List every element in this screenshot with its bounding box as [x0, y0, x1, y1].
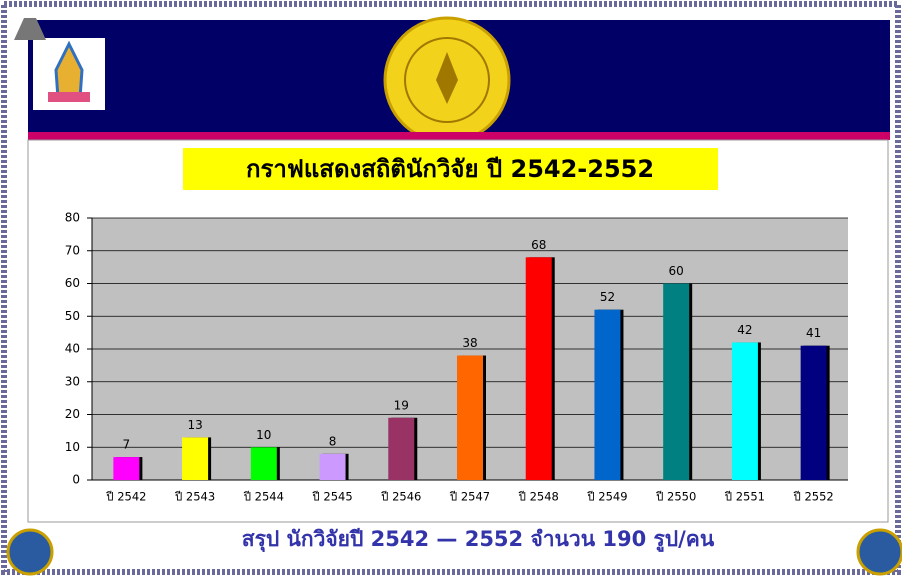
- data-label: 19: [394, 398, 409, 412]
- page: {"chart_data": {"type": "bar", "title": …: [0, 0, 902, 576]
- data-label: 52: [600, 290, 615, 304]
- data-label: 60: [669, 264, 684, 278]
- x-tick-label: ปี 2552: [793, 490, 834, 504]
- x-tick-label: ปี 2543: [174, 490, 215, 504]
- data-label: 41: [806, 326, 821, 340]
- y-tick-label: 70: [65, 243, 80, 257]
- x-tick-label: ปี 2551: [724, 490, 765, 504]
- bar: [113, 457, 139, 480]
- x-tick-label: ปี 2548: [518, 490, 559, 504]
- bar: [457, 356, 483, 480]
- bar: [663, 284, 689, 481]
- data-label: 38: [462, 336, 477, 350]
- summary: สรุป นักวิจัยปี 2542 — 2552 จำนวน 190 รู…: [242, 527, 715, 553]
- x-tick-label: ปี 2545: [312, 490, 353, 504]
- x-tick-label: ปี 2549: [587, 490, 628, 504]
- data-label: 10: [256, 428, 271, 442]
- bar: [320, 454, 346, 480]
- bar: [732, 342, 758, 480]
- y-tick-label: 10: [65, 440, 80, 454]
- globe-left: [8, 530, 52, 574]
- globe-right: [858, 530, 902, 574]
- data-label: 13: [187, 418, 202, 432]
- bar: [251, 447, 277, 480]
- y-tick-label: 30: [65, 374, 80, 388]
- bar: [182, 437, 208, 480]
- data-label: 68: [531, 238, 546, 252]
- data-label: 42: [737, 323, 752, 337]
- pink-strip: [28, 132, 890, 140]
- data-label: 7: [123, 438, 131, 452]
- x-tick-label: ปี 2544: [243, 490, 284, 504]
- x-tick-label: ปี 2547: [449, 490, 490, 504]
- bar: [801, 346, 827, 480]
- bar: [526, 257, 552, 480]
- chart-title: กราฟแสดงสถิตินักวิจัย ปี 2542-2552: [246, 155, 654, 183]
- y-tick-label: 80: [65, 211, 80, 225]
- y-tick-label: 40: [65, 342, 80, 356]
- bar: [388, 418, 414, 480]
- x-tick-label: ปี 2542: [105, 490, 146, 504]
- x-tick-label: ปี 2546: [380, 490, 421, 504]
- y-tick-label: 60: [65, 276, 80, 290]
- x-tick-label: ปี 2550: [655, 490, 696, 504]
- y-tick-label: 20: [65, 407, 80, 421]
- data-label: 8: [329, 434, 337, 448]
- left-logo-base: [48, 92, 90, 102]
- bar: [594, 310, 620, 480]
- y-tick-label: 0: [72, 473, 80, 487]
- slide: กราฟแสดงสถิตินักวิจัย ปี 2542-2552 สรุป …: [0, 0, 902, 576]
- y-tick-label: 50: [65, 309, 80, 323]
